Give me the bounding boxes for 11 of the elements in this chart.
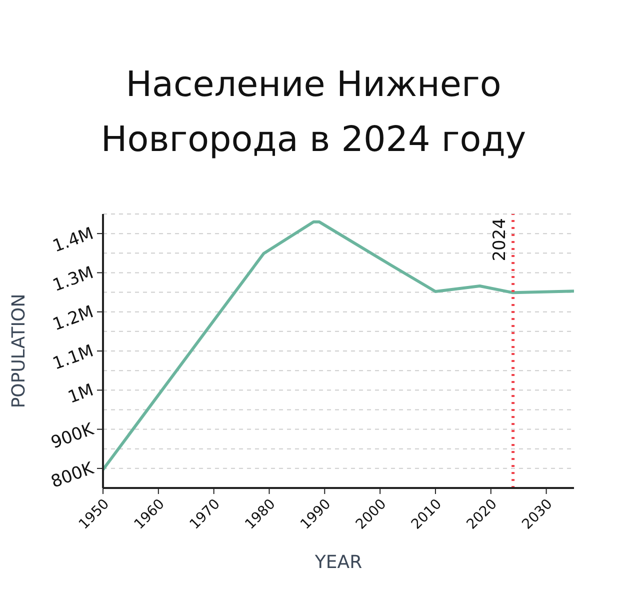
- chart-title: Население Нижнего Новгорода в 2024 году: [100, 64, 528, 162]
- y-tick-label: 1.1M: [50, 341, 96, 374]
- y-tick-label: 1M: [66, 380, 96, 408]
- y-tick-label: 1.3M: [50, 262, 96, 296]
- y-tick-label: 1.2M: [50, 302, 96, 336]
- y-tick-label: 900K: [48, 419, 98, 454]
- ref-line-label: 2024: [490, 218, 510, 262]
- y-tick-label: 1.4M: [50, 224, 96, 257]
- y-tick-label: 800K: [48, 458, 98, 492]
- y-axis-title: POPULATION: [8, 294, 30, 408]
- x-axis-title: YEAR: [314, 552, 362, 573]
